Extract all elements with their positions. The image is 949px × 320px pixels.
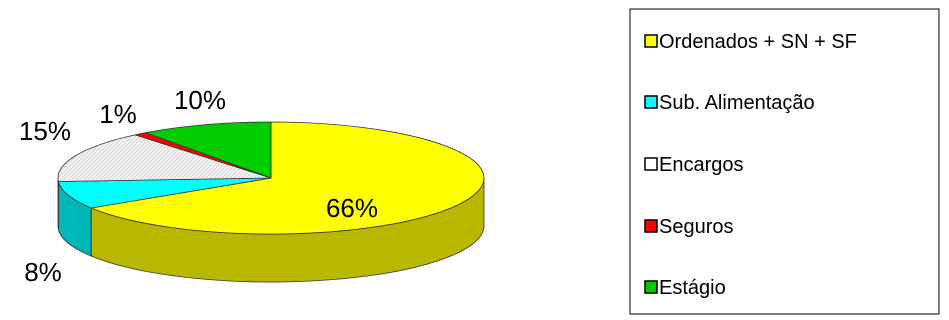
legend-entry-estagio: Estágio: [644, 277, 726, 299]
pie-slice-estagio: [144, 121, 272, 179]
chart-legend: Ordenados + SN + SF Sub. Alimentação Enc…: [629, 8, 940, 315]
legend-swatch-estagio: [644, 280, 658, 294]
legend-entry-seguros: Seguros: [644, 216, 734, 238]
legend-box: [629, 8, 940, 315]
pie-slice-encargos: [57, 134, 272, 182]
legend-swatch-ordenados: [644, 34, 658, 48]
pie-slice-ordenados: [89, 121, 485, 235]
data-label-seguros: 1%: [99, 99, 137, 129]
data-label-estagio: 10%: [174, 85, 226, 115]
legend-label-seguros: Seguros: [659, 216, 734, 238]
legend-label-estagio: Estágio: [659, 277, 726, 299]
legend-swatch-seguros: [644, 219, 658, 233]
legend-entry-ordenados: Ordenados + SN + SF: [644, 31, 857, 53]
data-labels: 66% 8% 15% 1% 10%: [19, 85, 378, 287]
pie-slices: [57, 121, 485, 283]
legend-label-sub-alimentacao: Sub. Alimentação: [659, 92, 815, 114]
data-label-sub-alimentacao: 8%: [24, 257, 62, 287]
legend-entry-encargos: Encargos: [644, 154, 744, 176]
legend-label-ordenados: Ordenados + SN + SF: [659, 31, 857, 53]
legend-label-encargos: Encargos: [659, 154, 744, 176]
pie-slice-sub-alimentacao: [57, 177, 272, 209]
legend-swatch-sub-alimentacao: [644, 95, 658, 109]
legend-swatch-encargos: [644, 157, 658, 171]
data-label-encargos: 15%: [19, 116, 71, 146]
legend-entry-sub-alimentacao: Sub. Alimentação: [644, 92, 815, 114]
data-label-ordenados: 66%: [326, 193, 378, 223]
